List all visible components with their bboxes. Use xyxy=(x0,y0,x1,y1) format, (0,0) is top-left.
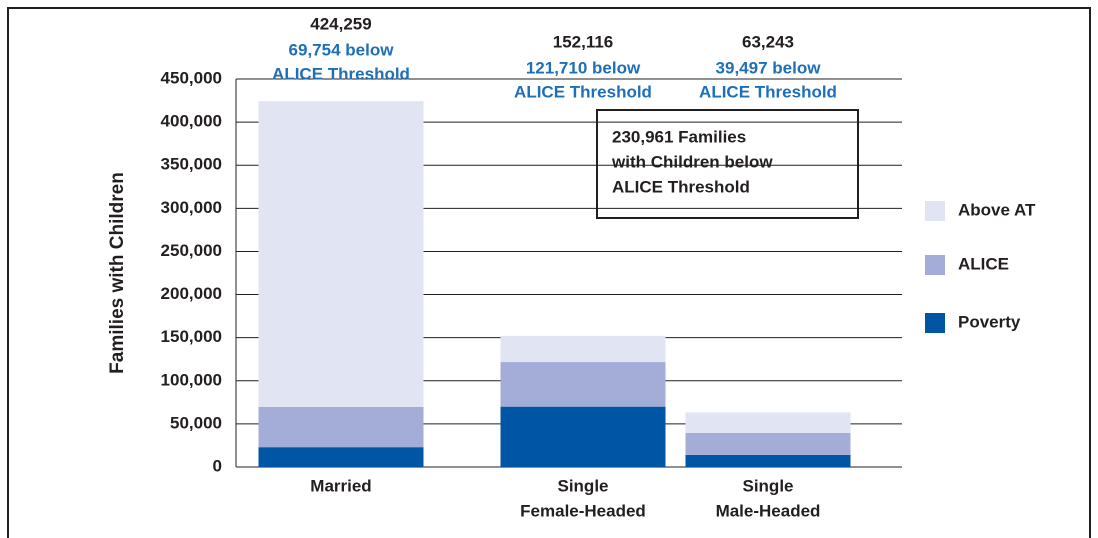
y-tick-label: 100,000 xyxy=(161,370,222,389)
x-tick-label: Married xyxy=(310,476,371,495)
below-label: ALICE Threshold xyxy=(699,82,837,101)
bar-segment xyxy=(685,432,851,455)
legend-label: Poverty xyxy=(958,312,1021,331)
callout-text: 230,961 Families xyxy=(612,127,746,146)
bar-segment xyxy=(685,412,851,433)
x-tick-label: Female-Headed xyxy=(520,501,646,520)
legend-swatch xyxy=(925,313,945,333)
callout-text: with Children below xyxy=(611,152,773,171)
legend-swatch xyxy=(925,255,945,275)
callout-text: ALICE Threshold xyxy=(612,177,750,196)
legend-label: ALICE xyxy=(958,254,1009,273)
y-tick-label: 450,000 xyxy=(161,68,222,87)
y-tick-label: 50,000 xyxy=(170,413,222,432)
total-label: 424,259 xyxy=(310,15,371,34)
callout-box xyxy=(596,109,859,219)
bar-segment xyxy=(500,362,666,407)
below-label: 121,710 below xyxy=(526,58,641,77)
legend-swatch xyxy=(925,201,945,221)
total-label: 63,243 xyxy=(742,32,794,51)
x-tick-label: Male-Headed xyxy=(716,501,821,520)
bar-segment xyxy=(500,406,666,467)
y-axis-label: Families with Children xyxy=(107,172,128,374)
y-tick-label: 250,000 xyxy=(161,241,222,260)
y-tick-label: 350,000 xyxy=(161,155,222,174)
x-tick-label: Single xyxy=(742,476,793,495)
bar-segment xyxy=(258,447,424,467)
below-label: ALICE Threshold xyxy=(514,82,652,101)
legend-label: Above AT xyxy=(958,200,1036,219)
bar-segment xyxy=(258,101,424,407)
y-tick-label: 200,000 xyxy=(161,284,222,303)
frame xyxy=(7,7,1091,538)
y-tick-label: 300,000 xyxy=(161,198,222,217)
x-tick-label: Single xyxy=(557,476,608,495)
bar-segment xyxy=(258,406,424,448)
y-tick-label: 400,000 xyxy=(161,112,222,131)
bar-segment xyxy=(685,454,851,467)
below-label: ALICE Threshold xyxy=(272,65,410,84)
y-tick-label: 0 xyxy=(213,456,222,475)
below-label: 69,754 below xyxy=(289,41,395,60)
y-tick-label: 150,000 xyxy=(161,327,222,346)
bar-segment xyxy=(500,335,666,363)
total-label: 152,116 xyxy=(553,32,614,51)
below-label: 39,497 below xyxy=(716,58,822,77)
